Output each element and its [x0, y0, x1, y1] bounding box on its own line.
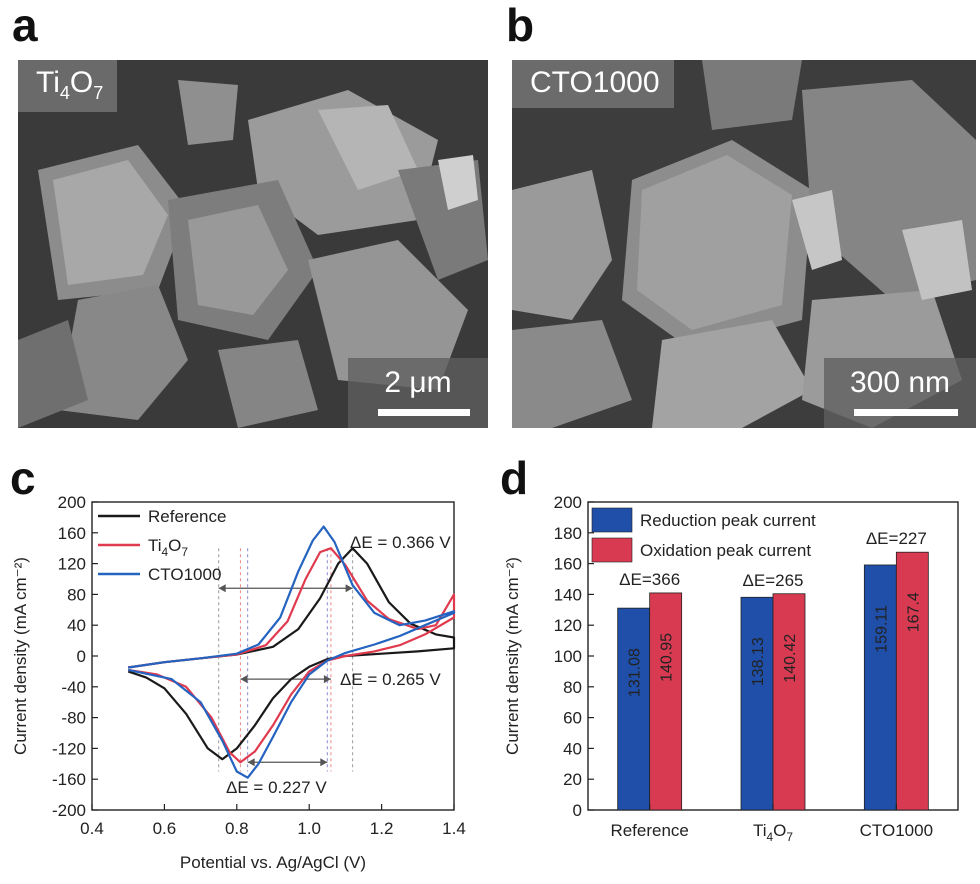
bar-0-0	[617, 607, 651, 811]
y-tick-label-d: 100	[554, 647, 582, 666]
bar-value-label-0-2: 159.11	[873, 605, 890, 653]
bar-0-2	[863, 564, 897, 811]
sem-label-ti4o7: Ti4O7	[18, 60, 118, 112]
scale-line-a	[378, 409, 470, 416]
annotation-delta-2: ΔE = 0.227 V	[226, 778, 327, 797]
y-tick-label-d: 0	[573, 801, 582, 820]
cv-curve-1	[128, 547, 456, 764]
y-tick-label-c: -120	[52, 739, 86, 758]
legend-swatch-d-0	[591, 507, 633, 533]
panel-letter-d: d	[500, 452, 529, 504]
legend-label-d-1: Oxidation peak current	[640, 541, 811, 560]
y-tick-label-c: -40	[61, 678, 86, 697]
x-tick-label-d-1: Ti4O7	[753, 821, 793, 844]
y-tick-label-d: 60	[563, 709, 582, 728]
legend-label-c-1: Ti4O7	[148, 536, 188, 559]
delta-arrow-reference-head-left	[218, 584, 226, 593]
y-tick-label-c: -160	[52, 770, 86, 789]
y-tick-label-c: 40	[67, 616, 86, 635]
y-tick-label-c: -80	[61, 709, 86, 728]
panel-letter-b: b	[506, 0, 535, 51]
y-tick-label-c: 200	[58, 493, 86, 512]
cv-curve-0	[127, 547, 456, 761]
y-tick-label-c: 120	[58, 555, 86, 574]
delta-arrow-cto1000-head-right	[320, 758, 328, 767]
delta-label-d-1: ΔE=265	[743, 571, 804, 590]
y-tick-label-d: 80	[563, 678, 582, 697]
delta-arrow-ti4o7-head-left	[240, 675, 248, 684]
y-tick-label-d: 140	[554, 585, 582, 604]
bar-value-label-0-0: 131.08	[627, 648, 644, 697]
y-tick-label-d: 200	[554, 493, 582, 512]
y-axis-label-d: Current density (mA cm⁻²)	[503, 557, 522, 755]
annotation-delta-1: ΔE = 0.265 V	[340, 670, 441, 689]
legend-swatch-d-1	[591, 537, 633, 563]
x-tick-label-c: 1.2	[370, 819, 394, 838]
bar-1-1	[772, 593, 806, 811]
y-tick-label-d: 120	[554, 616, 582, 635]
peak-current-bar-chart: 0 20 40 60 80 100 120 140 160 180 200 Current densi…	[503, 493, 959, 844]
x-tick-label-d-2: CTO1000	[860, 821, 933, 840]
legend-label-c-2: CTO1000	[148, 565, 221, 584]
legend-label-c-0: Reference	[148, 507, 226, 526]
delta-arrow-cto1000-head-left	[247, 758, 255, 767]
sem-texture-b	[512, 60, 976, 428]
delta-label-d-2: ΔE=227	[866, 529, 927, 548]
x-tick-label-c: 0.8	[225, 819, 249, 838]
x-tick-label-c: 0.6	[153, 819, 177, 838]
y-tick-label-c: 80	[67, 585, 86, 604]
panel-letter-a: a	[12, 0, 38, 51]
annotation-delta-0: ΔE = 0.366 V	[350, 533, 451, 552]
bar-value-label-1-1: 140.42	[782, 634, 799, 683]
legend-label-d-0: Reduction peak current	[640, 511, 816, 530]
x-tick-label-c: 0.4	[80, 819, 104, 838]
scale-line-b	[854, 409, 958, 416]
panel-letter-c: c	[10, 452, 36, 504]
x-axis-label-c: Potential vs. Ag/AgCl (V)	[180, 853, 366, 872]
y-tick-label-c: 160	[58, 524, 86, 543]
cv-curve-2	[127, 525, 456, 779]
sem-image-ti4o7: Ti4O7 2 μm	[18, 60, 488, 428]
y-axis-label-c: Current density (mA cm⁻²)	[11, 557, 30, 755]
delta-label-d-0: ΔE=366	[619, 570, 680, 589]
bar-value-label-0-1: 138.13	[750, 637, 767, 686]
bar-1-2	[895, 551, 929, 811]
sem-label-cto1000: CTO1000	[512, 60, 674, 108]
y-tick-label-d: 20	[563, 770, 582, 789]
sem-image-cto1000: CTO1000 300 nm	[512, 60, 976, 428]
x-tick-label-c: 1.4	[442, 819, 466, 838]
y-tick-label-d: 160	[554, 555, 582, 574]
scale-bar-a: 2 μm	[348, 358, 488, 428]
delta-arrow-reference-head-right	[345, 584, 353, 593]
scale-bar-b: 300 nm	[824, 358, 976, 428]
y-tick-label-d: 180	[554, 524, 582, 543]
sem-texture-a	[18, 60, 488, 428]
scale-text-b: 300 nm	[849, 366, 951, 399]
bar-value-label-1-2: 167.4	[905, 592, 922, 632]
x-tick-label-c: 1.0	[297, 819, 321, 838]
delta-arrow-ti4o7-head-right	[323, 675, 331, 684]
bar-1-0	[649, 592, 683, 811]
y-tick-label-c: 0	[77, 647, 86, 666]
y-tick-label-c: -200	[52, 801, 86, 820]
x-tick-label-d-0: Reference	[610, 821, 688, 840]
bar-value-label-1-0: 140.95	[659, 633, 676, 682]
y-tick-label-d: 40	[563, 739, 582, 758]
scale-text-a: 2 μm	[384, 366, 452, 399]
bar-0-1	[740, 596, 774, 811]
cv-chart: 0.4 0.6 0.8 1.0 1.2 1.4 200 160 120 80 40 0 -40 -80 -1…	[11, 493, 466, 872]
